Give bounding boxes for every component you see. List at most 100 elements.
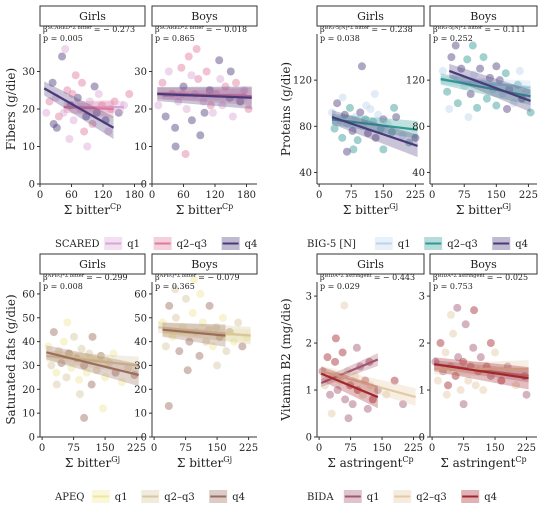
regression-line-q2–q3 [158,326,251,337]
data-point [195,351,204,360]
legend-title: APEQ [54,492,84,503]
beta-annotation: βSCARED*Σ bitter = − 0.018 [155,25,247,34]
ci-band-q4 [434,357,529,390]
ci-band-q4 [449,63,531,113]
beta-annotation: βSCARED*Σ bitter = − 0.273 [43,25,135,34]
ci-band-q2–q3 [440,73,531,106]
p-value-annotation: p = 0.865 [155,34,195,43]
data-point [88,332,97,341]
data-point [80,361,89,370]
x-tick-label: 150 [374,190,393,201]
panel-strip-label: Girls [357,258,384,271]
x-tick-label: 150 [487,190,506,201]
data-point [80,127,89,136]
data-point [47,361,56,370]
data-point [522,87,531,96]
data-point [205,86,214,95]
panel-girls: Girls 0 10 20 30 40 50 60 0 75 150 225 βAPEQ*Σ bitte… [22,253,146,470]
p-value-annotation: p = 0.753 [433,282,473,291]
data-point [387,128,396,137]
data-point [492,62,501,71]
data-point [215,56,224,65]
data-point [522,390,531,399]
data-point [361,115,370,124]
y-tick-label: 10 [22,142,35,153]
regression-line-q4 [46,351,139,377]
x-tick-label: 0 [429,443,435,454]
data-point [45,97,54,106]
data-point [202,337,211,346]
p-value-annotation: p = 0.008 [43,282,83,291]
data-point [459,400,468,409]
data-point [92,108,101,117]
y-tick-label: 20 [134,105,147,116]
data-point [363,404,372,413]
regression-line-q4 [448,69,531,102]
data-point [464,376,473,385]
beta-annotation: βAPEQ*Σ bitter = − 0.299 [43,273,128,282]
regression-line-q1 [320,358,379,385]
data-point [179,82,188,91]
legend: APEQ q1 q2–q3 q4 [54,490,245,503]
data-point [96,351,105,360]
data-point [171,142,180,151]
data-point [164,402,173,410]
data-point [366,105,375,113]
data-point [449,329,458,338]
x-tick-label: 0 [429,190,435,201]
data-point [515,66,524,75]
regression-line-q2–q3 [63,106,114,111]
x-tick-label: 225 [127,443,146,454]
y-axis-label: Fibers (g/die) [4,68,18,150]
data-point [192,45,201,53]
x-axis-label: Σ astringentCp [440,455,526,470]
y-tick-label: 20 [134,385,147,396]
panel-strip-label: Girls [357,10,384,23]
beta-annotation: βBIDA*Σ astringent = − 0.443 [320,273,415,282]
x-tick-label: 150 [485,443,504,454]
data-point [374,110,383,119]
data-point [368,395,377,404]
data-point [67,363,76,372]
panel-girls: Girls 40 80 120 0 75 150 225 βBIG-5[N]*Σ bitter =… [293,5,425,217]
data-point [495,76,504,85]
data-point [461,320,470,329]
p-value-annotation: p = 0.038 [320,34,360,43]
data-point [362,101,371,110]
data-point [392,113,401,122]
ci-band-q4 [321,366,378,409]
data-point [78,78,86,87]
x-tick-label: 225 [406,190,425,201]
data-point [213,361,222,370]
y-tick-label: 30 [134,361,147,372]
y-tick-label: 30 [134,67,147,78]
data-point [348,400,357,409]
data-point [185,337,194,346]
data-point [226,67,235,76]
x-tick-label: 0 [149,190,155,201]
data-point [42,108,51,117]
data-point [125,90,134,98]
data-point [443,87,452,96]
data-point [479,53,488,62]
data-point [492,101,501,110]
data-point [464,113,473,122]
data-point [90,82,99,91]
data-point [94,90,103,98]
data-point [218,101,227,110]
panel-strip [151,253,258,275]
data-point [451,371,460,380]
data-point [80,413,89,422]
panel-girls: Girls 0 1 2 3 0 75 150 225 βBIDA*Σ astringent = − … [306,253,425,470]
data-point [154,101,163,110]
data-point [466,90,475,98]
data-point [187,71,196,80]
data-point [205,301,214,310]
y-tick-label: 20 [22,385,35,396]
ci-band-q4 [162,322,226,347]
x-axis-label: Σ bitterGj [456,202,511,217]
y-tick-label: 40 [134,337,147,348]
data-point [208,108,217,117]
data-point [445,105,454,113]
